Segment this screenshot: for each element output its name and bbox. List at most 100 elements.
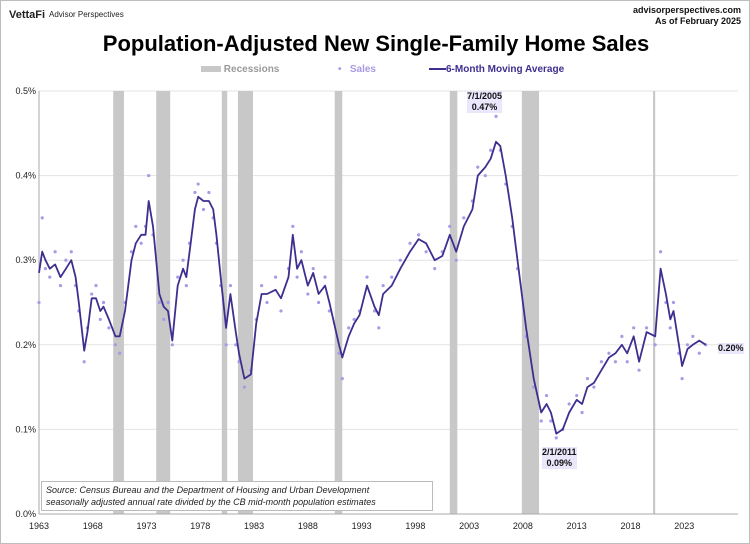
sales-point bbox=[585, 377, 590, 381]
sales-point bbox=[532, 385, 536, 389]
sales-point bbox=[680, 377, 684, 381]
recession-band bbox=[113, 91, 124, 514]
sales-point bbox=[599, 360, 604, 364]
sales-point bbox=[327, 309, 331, 313]
y-tick-label: 0.1% bbox=[15, 424, 36, 434]
sales-point bbox=[265, 300, 269, 305]
y-tick-label: 0.5% bbox=[15, 86, 36, 96]
sales-point bbox=[544, 393, 549, 398]
sales-point bbox=[139, 241, 143, 245]
sales-point bbox=[48, 275, 52, 279]
sales-point bbox=[162, 317, 166, 322]
sales-point bbox=[279, 309, 283, 313]
sales-point bbox=[340, 377, 344, 381]
sales-point bbox=[424, 250, 428, 254]
x-tick-label: 2023 bbox=[674, 521, 694, 531]
sales-point bbox=[691, 334, 695, 338]
y-tick-label: 0.2% bbox=[15, 340, 36, 350]
x-tick-label: 1963 bbox=[29, 521, 49, 531]
x-tick-label: 1993 bbox=[352, 521, 372, 531]
source-line: seasonally adjusted annual rate divided … bbox=[46, 497, 376, 507]
sales-point bbox=[317, 300, 321, 305]
sales-point bbox=[613, 360, 618, 364]
sales-point bbox=[43, 267, 48, 271]
legend-label: Sales bbox=[349, 64, 376, 75]
peak-value: 0.47% bbox=[471, 102, 498, 112]
sales-point bbox=[323, 275, 327, 279]
sales-point bbox=[632, 326, 636, 330]
sales-point bbox=[377, 326, 381, 330]
sales-point bbox=[620, 334, 624, 338]
legend-recession-swatch bbox=[201, 66, 221, 73]
sales-point bbox=[94, 283, 98, 288]
recession-band bbox=[653, 91, 656, 514]
sales-point bbox=[260, 283, 264, 288]
sales-point bbox=[575, 393, 579, 398]
sales-point bbox=[607, 351, 611, 355]
site-url: advisorperspectives.com bbox=[632, 5, 741, 15]
sales-point bbox=[489, 148, 493, 152]
peak-annotation: 7/1/2005 0.47% bbox=[467, 91, 503, 113]
sales-point bbox=[291, 224, 295, 228]
sales-point bbox=[90, 292, 94, 296]
sales-point bbox=[107, 326, 111, 330]
sales-point bbox=[129, 250, 134, 254]
legend-moving-average: 6-Month Moving Average bbox=[429, 64, 564, 75]
sales-point bbox=[567, 402, 571, 406]
recession-band bbox=[334, 91, 343, 514]
sales-point bbox=[417, 233, 421, 237]
legend-dot-icon: • bbox=[338, 64, 342, 75]
chart-title: Population-Adjusted New Single-Family Ho… bbox=[102, 31, 650, 56]
sales-point bbox=[234, 343, 238, 347]
moving-average-line bbox=[38, 140, 707, 435]
sales-point bbox=[637, 368, 641, 372]
sales-point bbox=[37, 300, 41, 305]
sales-point bbox=[113, 343, 117, 347]
sales-point bbox=[408, 241, 412, 245]
sales-point bbox=[58, 283, 63, 288]
recession-band bbox=[449, 91, 458, 514]
latest-value: 0.20% bbox=[718, 343, 744, 353]
sales-point bbox=[170, 343, 174, 347]
trough-value: 0.09% bbox=[546, 458, 573, 468]
sales-point bbox=[157, 300, 162, 305]
x-tick-label: 1978 bbox=[190, 521, 210, 531]
x-tick-label: 1988 bbox=[298, 521, 318, 531]
legend-recessions: Recessions bbox=[201, 64, 279, 75]
sales-point bbox=[685, 343, 690, 347]
sales-point bbox=[625, 360, 629, 364]
sales-point bbox=[539, 419, 543, 423]
sales-point bbox=[242, 385, 246, 389]
sales-point bbox=[53, 250, 57, 254]
sales-point bbox=[181, 258, 185, 262]
sales-point bbox=[668, 326, 672, 330]
x-tick-label: 2013 bbox=[567, 521, 587, 531]
sales-point bbox=[82, 360, 86, 364]
sales-point bbox=[299, 250, 303, 254]
sales-point bbox=[337, 351, 341, 355]
sales-point bbox=[697, 351, 701, 355]
x-tick-label: 1973 bbox=[137, 521, 157, 531]
sales-point bbox=[494, 114, 498, 118]
sales-point bbox=[134, 224, 138, 228]
sales-point bbox=[196, 182, 200, 186]
legend-label: Recessions bbox=[223, 64, 280, 75]
sales-point bbox=[671, 300, 676, 305]
sales-point bbox=[381, 283, 385, 288]
sales-point bbox=[311, 267, 315, 271]
site-info: advisorperspectives.com As of February 2… bbox=[633, 5, 741, 27]
sales-point bbox=[207, 190, 211, 195]
sales-point bbox=[201, 207, 206, 212]
brand-logo: VettaFi bbox=[9, 9, 46, 21]
sales-point bbox=[193, 190, 197, 195]
legend-line-swatch bbox=[429, 68, 446, 71]
sales-point bbox=[184, 283, 188, 288]
sales-point bbox=[352, 317, 356, 322]
sales-point bbox=[592, 385, 596, 389]
sales-point bbox=[644, 326, 649, 330]
sales-point bbox=[228, 283, 233, 288]
x-tick-label: 1983 bbox=[244, 521, 264, 531]
sales-point bbox=[554, 436, 558, 440]
recession-band bbox=[221, 91, 228, 514]
